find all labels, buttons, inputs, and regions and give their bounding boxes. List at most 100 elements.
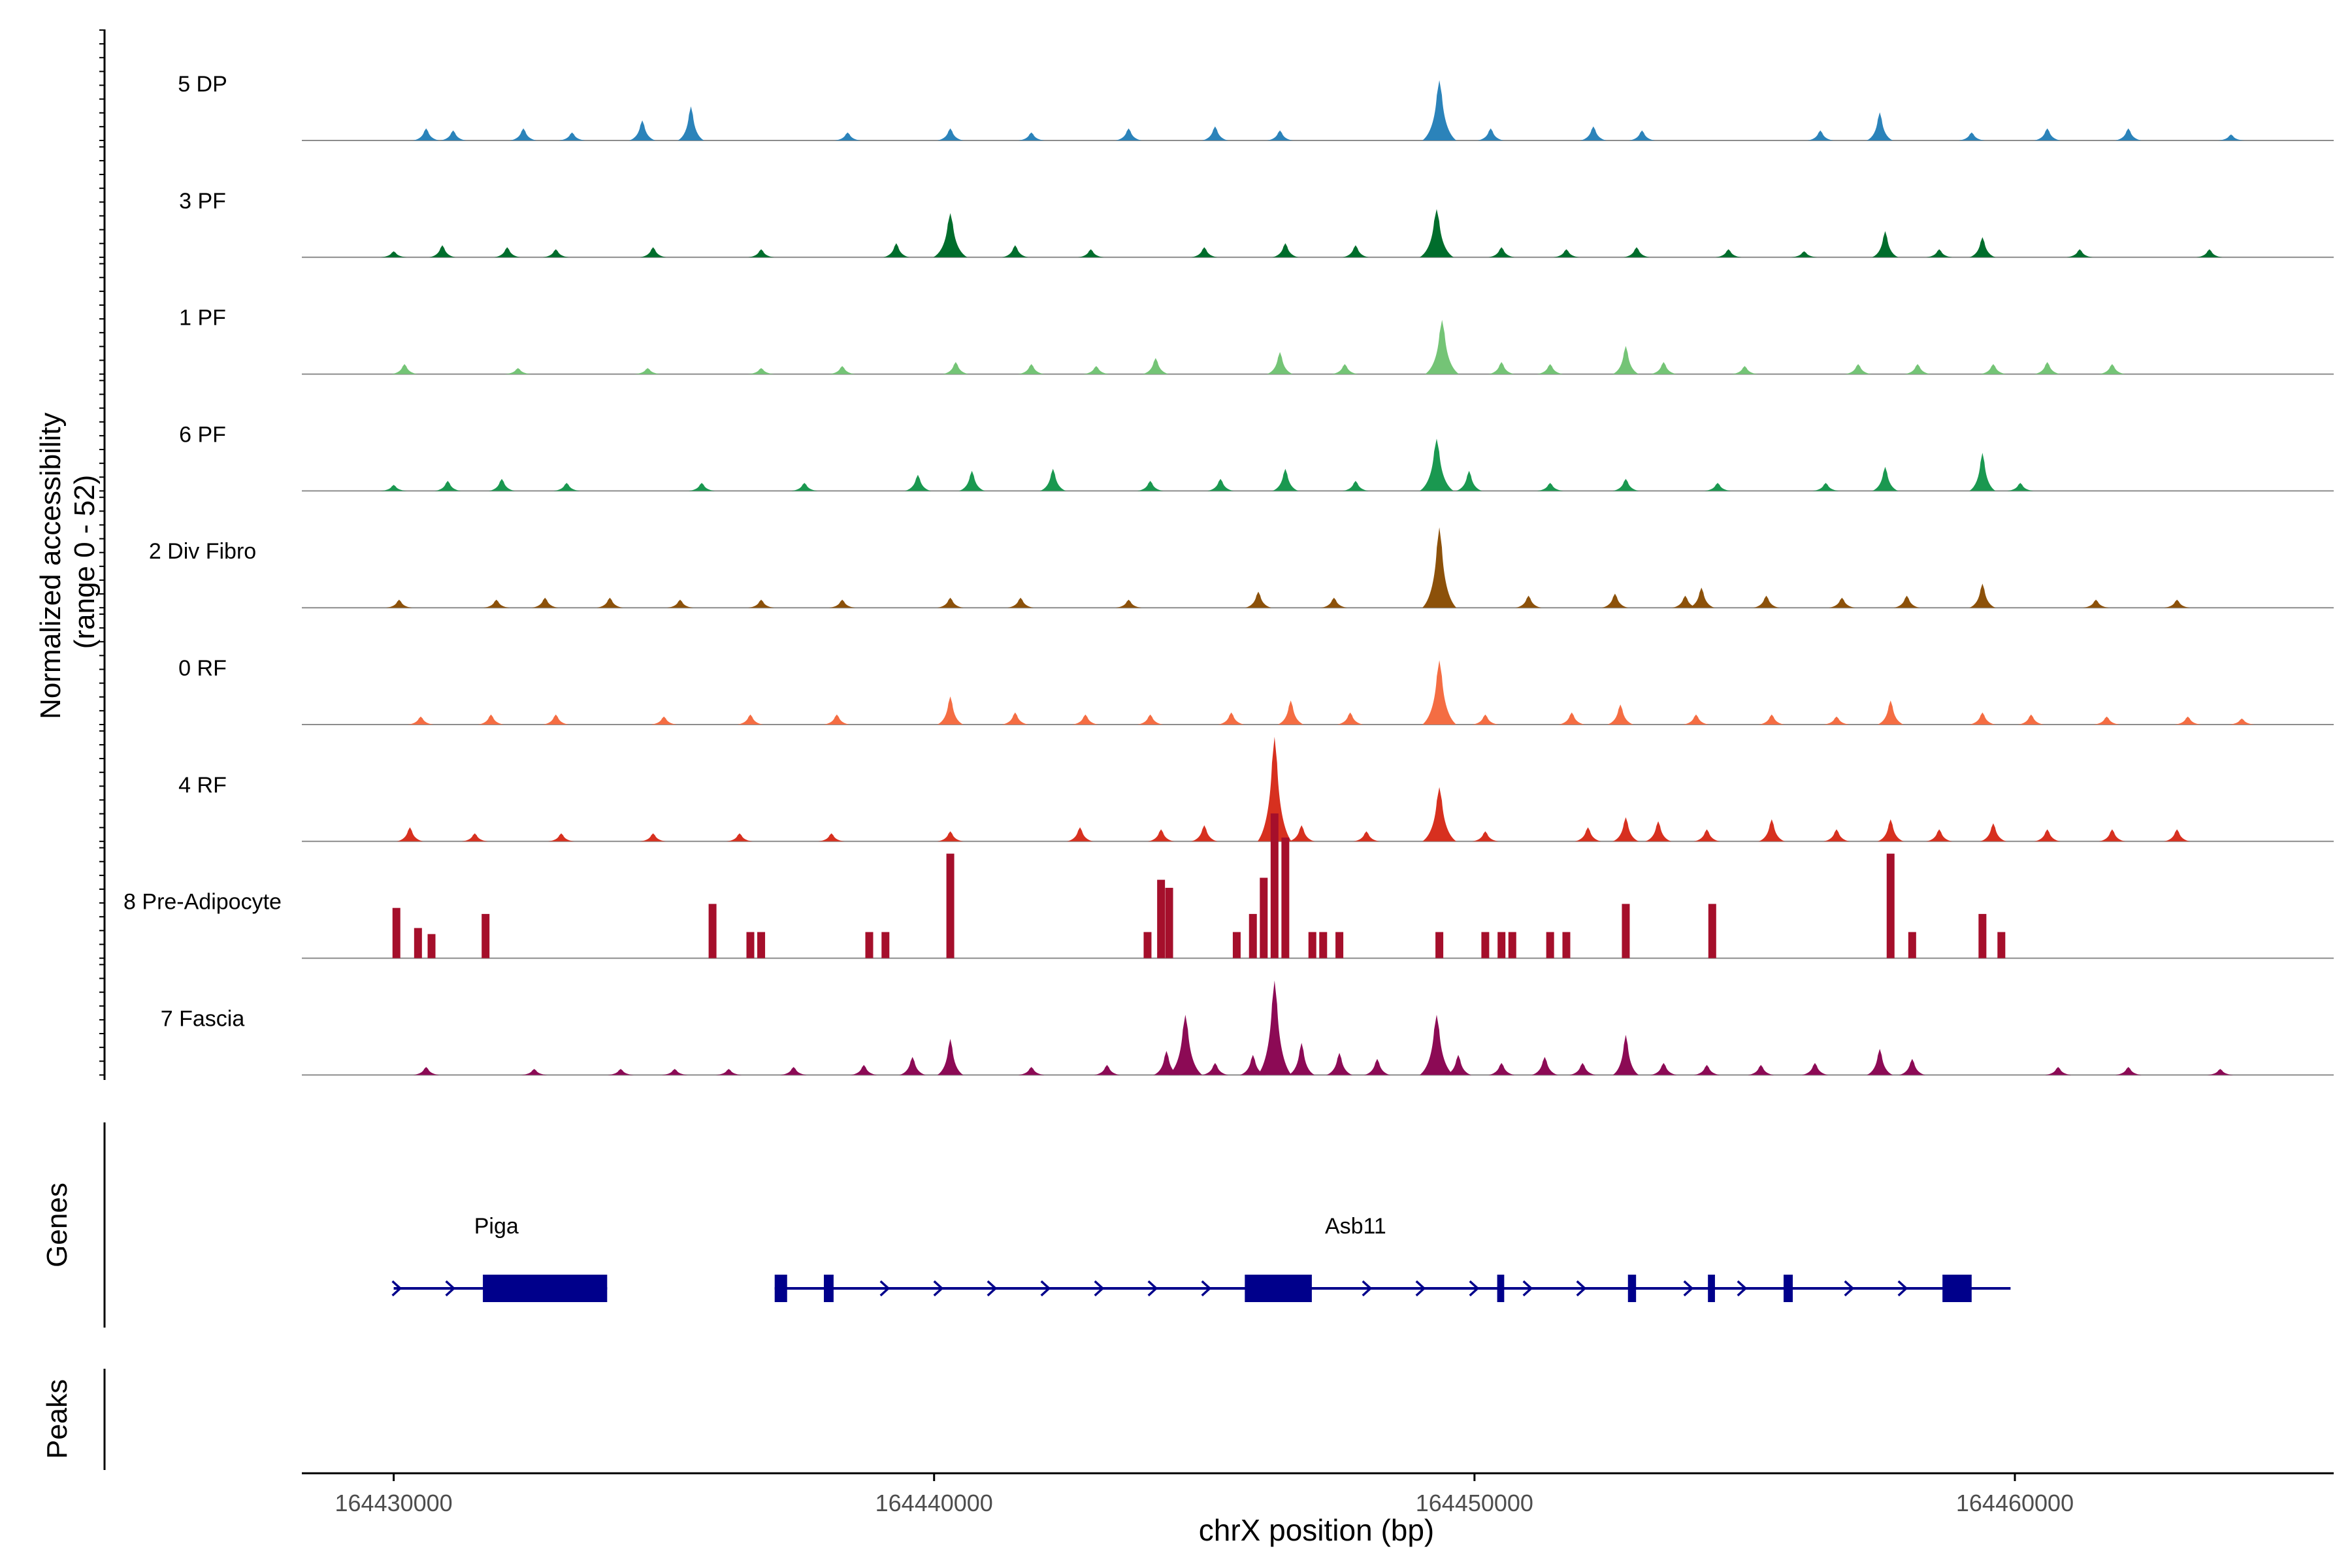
coverage-peak <box>748 249 775 257</box>
coverage-peak <box>1422 80 1457 140</box>
coverage-peak <box>1601 593 1628 608</box>
coverage-peak <box>1245 591 1272 608</box>
coverage-peak <box>666 599 693 608</box>
coverage-peak <box>748 599 775 608</box>
coverage-peak <box>434 481 461 491</box>
coverage-peak <box>1257 736 1292 841</box>
coverage-peak <box>1624 247 1650 257</box>
coverage-peak <box>2034 362 2061 374</box>
coverage-peak <box>1115 128 1142 140</box>
coverage-peak <box>542 249 569 257</box>
coverage-peak <box>1308 932 1316 958</box>
coverage-peak <box>1488 362 1515 374</box>
coverage-peak <box>1969 583 1996 608</box>
coverage-peak <box>1143 932 1152 958</box>
coverage-peak <box>2099 829 2125 841</box>
coverage-peak <box>1472 714 1499 725</box>
coverage-peak <box>2034 128 2061 140</box>
strand-arrow <box>987 1280 998 1297</box>
strand-arrow <box>1094 1280 1105 1297</box>
coverage-peak <box>1115 599 1142 608</box>
coverage-peak <box>1218 712 1245 725</box>
coverage-peak <box>2099 364 2125 374</box>
coverage-peak <box>1281 837 1290 958</box>
coverage-peak <box>1904 364 1931 374</box>
track-label: 0 RF <box>178 656 227 681</box>
coverage-peak <box>1472 831 1499 841</box>
coverage-peak <box>2034 829 2061 841</box>
coverage-peak <box>883 243 909 257</box>
coverage-peak <box>1823 716 1850 725</box>
coverage-peak <box>1007 597 1034 608</box>
coverage-peak <box>1232 932 1241 958</box>
coverage-peak <box>1083 366 1109 374</box>
coverage-peak <box>1705 483 1731 491</box>
coverage-peak <box>1872 231 1899 257</box>
coverage-peak <box>1558 712 1585 725</box>
gene-exon <box>1708 1275 1715 1302</box>
coverage-peak <box>1477 128 1504 140</box>
coverage-peak <box>937 1039 964 1075</box>
coverage-peak <box>1425 319 1460 374</box>
coverage-peak <box>1731 366 1758 374</box>
coverage-peak <box>1249 913 1257 958</box>
coverage-peak <box>899 1056 926 1075</box>
coverage-peak <box>1201 1062 1228 1075</box>
y-axis-title: Normalized accessibility (range 0 - 52) <box>35 404 101 719</box>
coverage-peak <box>1650 362 1677 374</box>
peaks-panel: Peaks <box>41 1369 106 1470</box>
coverage-peak <box>1629 130 1656 140</box>
coverage-peak <box>1077 249 1104 257</box>
coverage-peak <box>1715 249 1742 257</box>
coverage-peak <box>1829 597 1855 608</box>
coverage-peak <box>634 368 661 374</box>
coverage-peak <box>1622 904 1630 958</box>
coverage-peak <box>746 932 755 958</box>
coverage-peak <box>1958 132 1985 140</box>
coverage-tracks: 5 DP 3 PF 1 PF 6 PF 2 Div Fibro 0 RF 4 RF 8 Pre… <box>123 72 2334 1076</box>
x-tick-label: 164430000 <box>335 1490 453 1516</box>
coverage-peak <box>2196 249 2223 257</box>
coverage-peak <box>1693 829 1720 841</box>
coverage-peak <box>1018 1067 1045 1075</box>
strand-arrow <box>1737 1280 1748 1297</box>
coverage-peak <box>510 128 537 140</box>
track-label: 4 RF <box>178 773 227 798</box>
track-label: 6 PF <box>179 422 226 447</box>
coverage-peak <box>385 599 412 608</box>
coverage-peak <box>478 714 504 725</box>
coverage-peak <box>1488 1062 1515 1075</box>
coverage-peak <box>1002 245 1028 257</box>
coverage-peak <box>829 366 856 374</box>
coverage-peak <box>440 130 466 140</box>
coverage-peak <box>2207 1069 2234 1075</box>
coverage-peak <box>1142 357 1169 374</box>
coverage-peak <box>1260 877 1268 958</box>
coverage-peak <box>1612 817 1639 841</box>
coverage-peak <box>596 597 623 608</box>
coverage-peak <box>397 827 423 841</box>
coverage-peak <box>1067 827 1094 841</box>
coverage-peak <box>958 470 985 491</box>
coverage-peak <box>946 853 955 958</box>
track-label: 7 Fascia <box>161 1006 245 1031</box>
track-1-pf: 1 PF <box>179 306 2334 375</box>
track-label: 8 Pre-Adipocyte <box>123 890 282 915</box>
coverage-peak <box>937 597 964 608</box>
coverage-peak <box>1002 712 1028 725</box>
coverage-peak <box>1926 829 1953 841</box>
coverage-peak <box>1612 1034 1639 1075</box>
gene-label: Asb11 <box>1325 1214 1386 1239</box>
coverage-peak <box>1515 595 1542 608</box>
track-7-fascia: 7 Fascia <box>161 980 2334 1076</box>
strand-arrow <box>1362 1280 1373 1297</box>
coverage-peak <box>1978 913 1987 958</box>
coverage-peak <box>548 833 575 841</box>
strand-arrow <box>391 1280 402 1297</box>
strand-arrow <box>1147 1280 1158 1297</box>
coverage-peak <box>1331 364 1358 374</box>
strand-arrow <box>1201 1280 1212 1297</box>
coverage-peak <box>504 368 531 374</box>
coverage-peak <box>2164 829 2191 841</box>
